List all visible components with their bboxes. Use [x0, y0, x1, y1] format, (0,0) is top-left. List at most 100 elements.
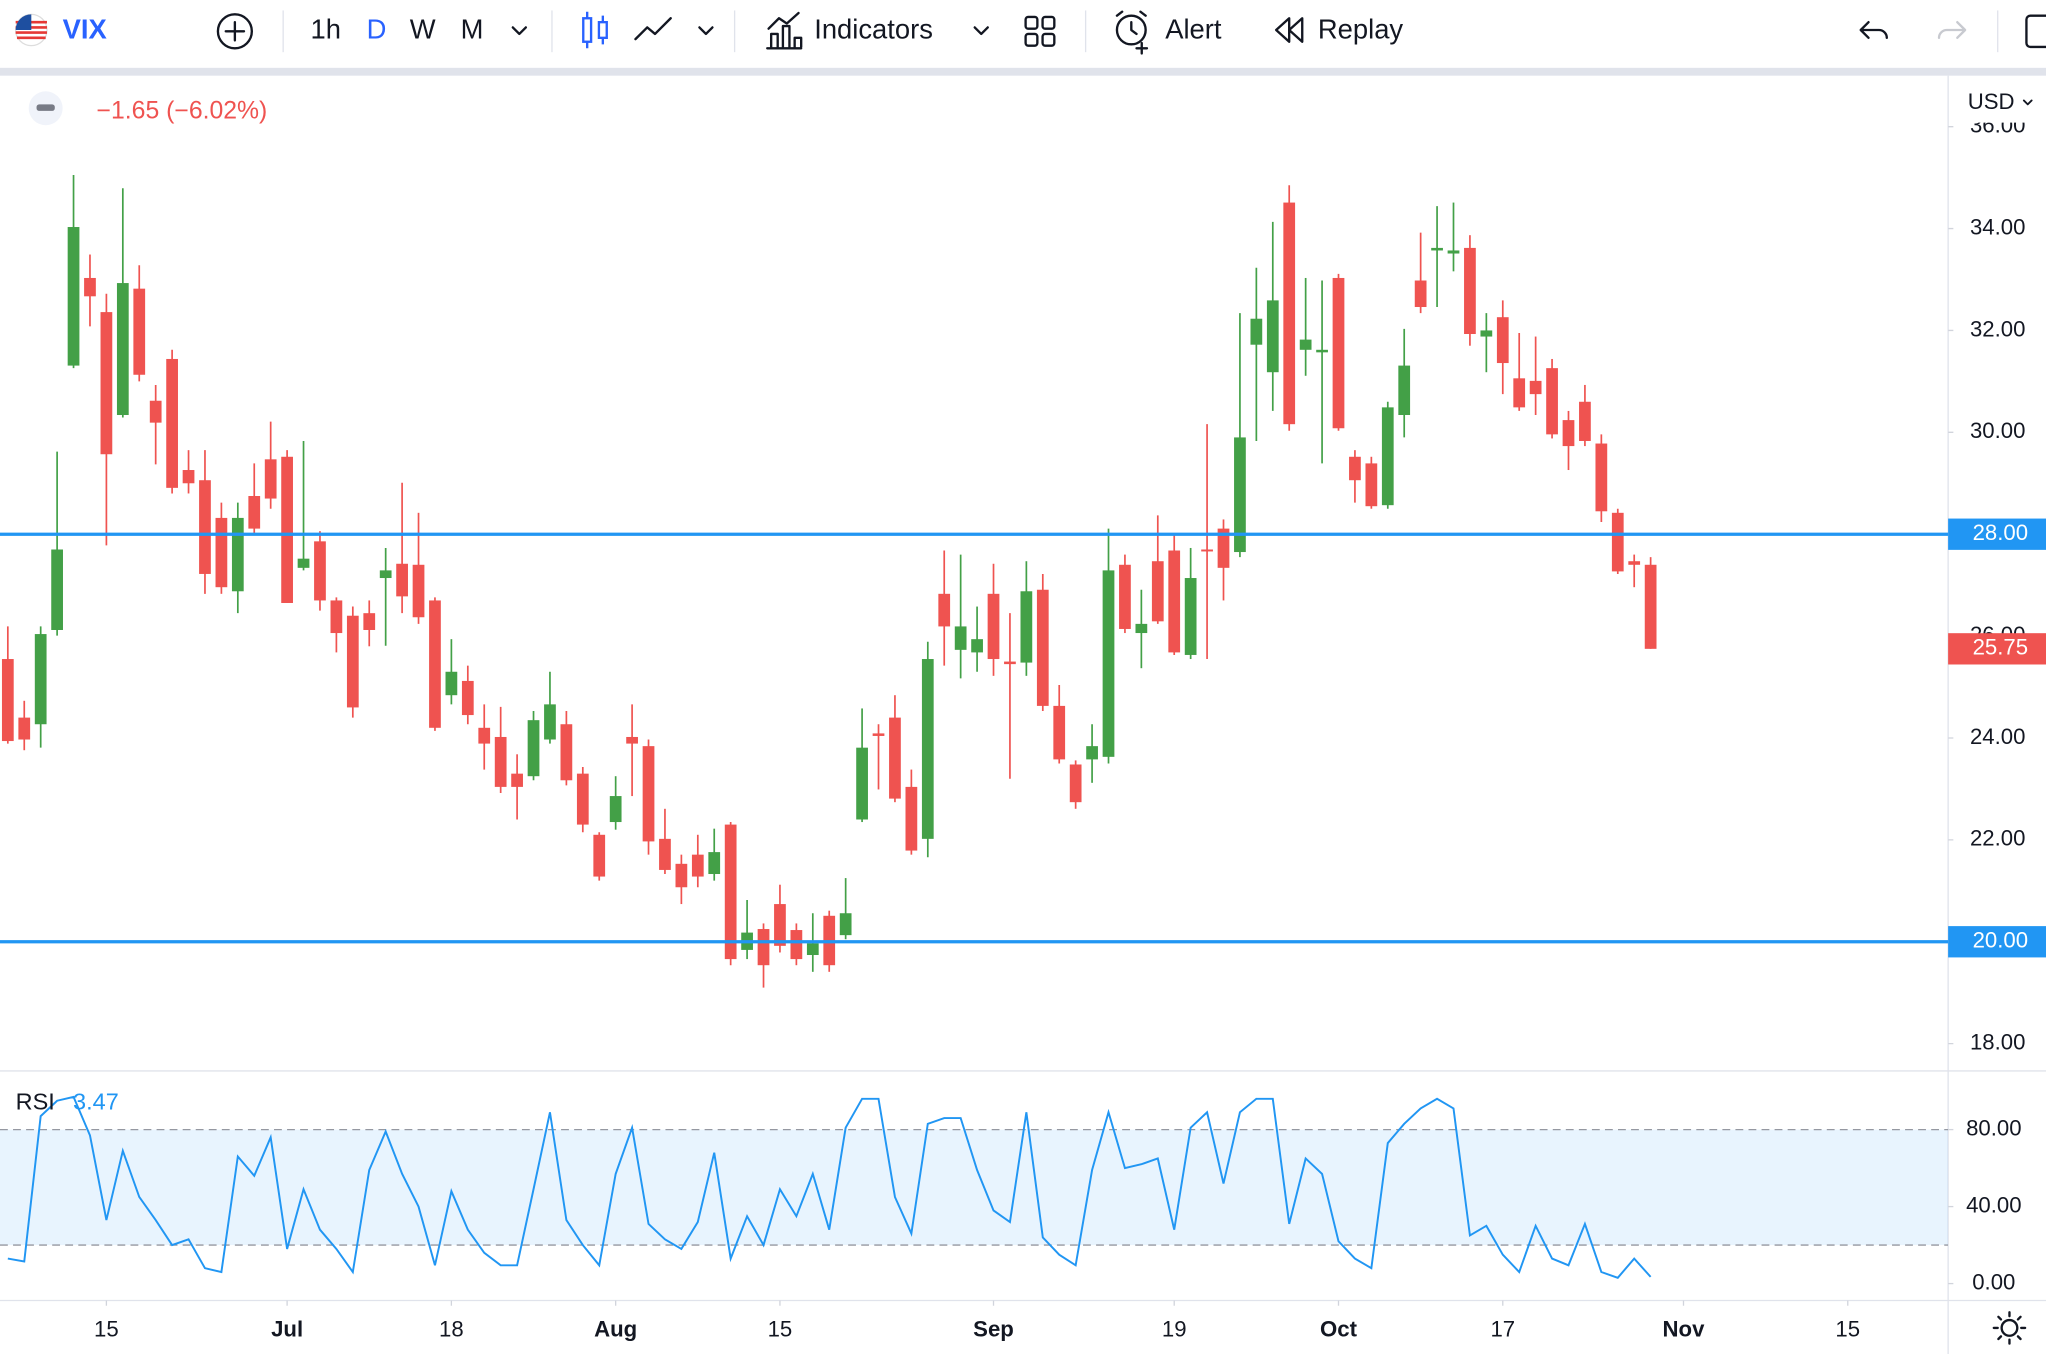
candle-body	[264, 459, 277, 499]
candle-body	[774, 904, 786, 946]
candle-body	[1464, 247, 1476, 335]
currency-menu[interactable]	[2022, 99, 2033, 106]
indicators-button[interactable]: Indicators	[814, 14, 933, 45]
interval-button[interactable]: 1h	[311, 14, 341, 45]
candle-body	[790, 930, 803, 960]
candle-body	[1036, 589, 1049, 706]
candle-body	[166, 358, 178, 488]
interval-menu[interactable]	[511, 26, 528, 36]
candle-body	[1480, 330, 1493, 337]
candle-body	[921, 659, 934, 839]
collapse-icon	[36, 104, 55, 111]
candle-body	[34, 634, 47, 725]
separator	[0, 67, 2046, 76]
candle-body	[1496, 317, 1509, 364]
candle-body	[1053, 705, 1066, 760]
x-tick-label: 15	[94, 1316, 119, 1341]
candle-body	[231, 517, 244, 592]
x-tick-label: Jul	[271, 1316, 303, 1341]
add-symbol-button[interactable]	[216, 13, 254, 50]
change-label: −1.65 (−6.02%)	[97, 98, 268, 125]
candle-body	[1299, 339, 1312, 350]
candle-body	[905, 786, 918, 851]
candle-body	[527, 720, 540, 777]
undo-button[interactable]	[1859, 21, 1888, 40]
candle-body	[1529, 380, 1542, 395]
candle-body	[511, 773, 523, 787]
candle-type-button[interactable]	[582, 11, 608, 49]
candle-body	[872, 733, 885, 736]
candle-body	[1611, 512, 1624, 572]
rsi-line	[7, 1095, 1652, 1279]
interval-button[interactable]: W	[410, 14, 436, 45]
candle-body	[642, 746, 655, 842]
chart-type-menu[interactable]	[698, 26, 714, 36]
candle-body	[1168, 550, 1181, 653]
candle-body	[51, 549, 63, 630]
candle-body	[1201, 549, 1213, 552]
candle-body	[593, 834, 606, 877]
candle-body	[1398, 365, 1411, 416]
candle-body	[1447, 250, 1460, 254]
candle-body	[182, 470, 195, 484]
candle-body	[363, 613, 376, 630]
x-tick-label: 19	[1162, 1316, 1187, 1341]
symbol[interactable]: VIX	[63, 14, 108, 45]
last-price-box	[1948, 633, 2046, 665]
candle-body	[461, 680, 474, 716]
candle-body	[1365, 463, 1378, 507]
candle-body	[1628, 561, 1641, 565]
candle-body	[889, 717, 901, 799]
alert-icon[interactable]	[1115, 10, 1149, 55]
price-label: 20.00	[1973, 928, 2028, 953]
replay-icon[interactable]	[1274, 17, 1304, 43]
redo-button[interactable]	[1937, 21, 1967, 40]
candle-body	[1283, 202, 1296, 425]
candle-body	[100, 312, 113, 455]
candle-body	[1414, 280, 1427, 308]
candle-body	[1644, 564, 1657, 649]
candle-body	[724, 824, 737, 960]
replay-button[interactable]: Replay	[1318, 14, 1404, 45]
candle-body	[954, 626, 967, 650]
rsi-band	[0, 1129, 1949, 1246]
candle-body	[1316, 349, 1328, 353]
candle-body	[839, 913, 852, 936]
indicators-menu[interactable]	[973, 26, 989, 36]
candle-body	[1266, 300, 1279, 373]
candle-body	[938, 593, 951, 627]
candle-body	[708, 852, 721, 875]
line-type-button[interactable]	[634, 17, 672, 41]
x-tick-label: Sep	[973, 1316, 1014, 1341]
rsi-pane	[0, 1095, 1949, 1279]
candle-body	[330, 600, 343, 634]
candle-body	[478, 727, 491, 744]
candle-body	[1184, 578, 1197, 655]
flag-icon	[15, 13, 48, 47]
candle-body	[1513, 378, 1526, 408]
candle-body	[1020, 591, 1033, 663]
candle-body	[1, 659, 14, 742]
currency-button[interactable]: USD	[1968, 89, 2015, 114]
price-label-box	[1948, 518, 2046, 550]
candle-body	[1004, 661, 1016, 665]
panel-button[interactable]	[2025, 14, 2046, 49]
candle-body	[314, 541, 326, 601]
interval-button[interactable]: D	[367, 14, 387, 45]
rsi-name: RSI	[16, 1089, 55, 1115]
candle-body	[659, 838, 671, 870]
candle-body	[609, 796, 622, 823]
layout-button[interactable]	[1024, 15, 1056, 47]
candle-body	[281, 456, 293, 603]
x-tick-label: Oct	[1320, 1316, 1358, 1341]
candle-body	[248, 496, 261, 529]
interval-button[interactable]: M	[461, 14, 484, 45]
candles	[1, 175, 1657, 988]
candle-body	[1086, 746, 1098, 760]
candle-body	[494, 736, 507, 787]
alert-button[interactable]: Alert	[1165, 14, 1222, 45]
settings-button[interactable]	[1992, 1311, 2027, 1345]
indicators-icon[interactable]	[766, 11, 803, 50]
candle-body	[116, 283, 129, 416]
candle-body	[149, 400, 162, 423]
